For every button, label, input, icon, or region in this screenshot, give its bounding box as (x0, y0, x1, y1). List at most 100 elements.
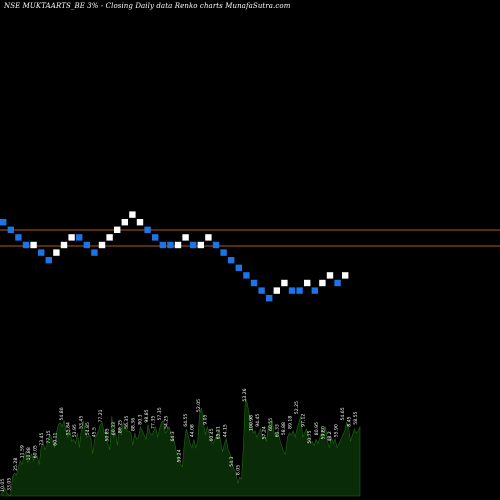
volume-data-label: 8.05 (235, 465, 241, 475)
renko-brick-up (98, 241, 106, 249)
volume-data-label: 77.21 (98, 409, 104, 422)
volume-data-label: 44.08 (190, 424, 196, 437)
volume-data-label: 60.05 (33, 445, 39, 458)
renko-brick-down (288, 287, 296, 294)
volume-data-label: 61.33 (275, 424, 281, 437)
volume-data-label: 52.05 (196, 399, 202, 412)
volume-data-label: 50.85 (105, 428, 111, 441)
renko-brick-up (114, 226, 121, 233)
volume-data-label: 80.95 (314, 422, 320, 435)
volume-data-label: 77.15 (46, 430, 52, 443)
volume-fill (0, 397, 361, 497)
renko-brick-down (167, 241, 174, 249)
renko-brick-down (38, 249, 45, 256)
renko-brick-down (258, 287, 265, 294)
renko-brick-down (22, 241, 30, 249)
volume-data-label: 64.55 (183, 414, 189, 427)
volume-data-label: 57.35 (157, 407, 163, 420)
renko-brick-up (304, 279, 311, 287)
volume-data-label: 100.98 (248, 415, 254, 431)
renko-brick-down (311, 287, 318, 294)
volume-data-label: 64.3 (170, 431, 176, 441)
volume-data-label: 44.15 (222, 424, 228, 437)
renko-brick-up (281, 279, 288, 287)
renko-bricks (0, 211, 349, 302)
volume-data-label: 54.65 (340, 407, 346, 420)
renko-brick-up (197, 241, 204, 249)
volume-data-label: 54.85 (85, 422, 91, 435)
volume-data-label: 60.33 (111, 422, 117, 435)
volume-data-label: 89.18 (288, 416, 294, 429)
renko-brick-up (273, 287, 280, 294)
renko-brick-down (15, 234, 22, 241)
volume-data-label: 53.95 (72, 424, 78, 437)
volume-data-label: 57.24 (262, 426, 268, 439)
renko-brick-up (53, 249, 60, 256)
volume-area (0, 397, 361, 497)
renko-brick-down (235, 264, 242, 271)
renko-brick-down (220, 249, 227, 256)
renko-brick-up (342, 272, 349, 279)
reference-lines (0, 229, 500, 247)
chart-title: NSE MUKTAARTS_BE 3% - Closing Daily data… (4, 2, 291, 10)
volume-data-label: 80.25 (118, 420, 124, 433)
volume-data-label: 8.45 (347, 416, 353, 426)
renko-brick-up (30, 241, 37, 249)
renko-brick-up (174, 241, 182, 249)
renko-brick-down (190, 241, 197, 249)
volume-data-label: 94.45 (255, 414, 261, 427)
volume-data-label: 10.05 (0, 479, 6, 492)
renko-brick-up (121, 219, 128, 226)
volume-data-label: 10.88 (26, 447, 32, 460)
renko-brick-up (326, 272, 334, 279)
volume-data-label: 80.3 (137, 414, 143, 424)
renko-brick-down (212, 241, 220, 249)
volume-data-label: 54.3 (229, 456, 235, 466)
volume-data-label: 55.84 (65, 422, 71, 435)
renko-brick-up (129, 211, 136, 218)
volume-data-label: 77.35 (150, 416, 156, 429)
volume-data-label: 45.5 (92, 427, 98, 437)
volume-data-label: 54.25 (163, 416, 169, 429)
volume-data-label: 73.45 (39, 432, 45, 445)
renko-brick-down (250, 279, 258, 287)
renko-brick-down (7, 226, 14, 233)
volume-data-label: 11.59 (20, 445, 26, 458)
renko-brick-up (136, 219, 144, 226)
volume-data-label: 65.21 (216, 426, 222, 439)
volume-data-label: 58.88 (281, 422, 287, 435)
renko-brick-down (228, 257, 235, 264)
volume-data-label: 53.26 (242, 388, 248, 401)
renko-brick-up (182, 234, 189, 241)
renko-brick-down (91, 249, 98, 256)
renko-brick-down (243, 272, 250, 279)
renko-brick-down (296, 287, 303, 294)
renko-brick-down (83, 241, 90, 249)
volume-data-label: 97.12 (301, 414, 307, 427)
renko-brick-down (159, 241, 166, 249)
volume-data-label: 56.35 (124, 416, 130, 429)
renko-brick-up (106, 234, 113, 241)
renko-brick-down (334, 279, 341, 287)
volume-data-label: 25.28 (13, 458, 19, 471)
volume-data-label: 50.75 (307, 430, 313, 443)
renko-brick-up (68, 234, 75, 241)
renko-brick-down (0, 219, 7, 226)
renko-brick-up (319, 279, 326, 287)
volume-data-label: 88.36 (131, 418, 137, 431)
volume-data-label: 54.86 (59, 407, 65, 420)
volume-data-label: 55.90 (333, 424, 339, 437)
volume-data-label: 59.24 (177, 449, 183, 462)
renko-brick-up (60, 241, 68, 249)
volume-data-label: 60.11 (52, 432, 58, 445)
volume-data-label: 53.45 (78, 416, 84, 429)
renko-brick-down (152, 234, 159, 241)
volume-data-label: 33.05 (7, 478, 13, 491)
volume-data-label: 58.55 (353, 411, 359, 424)
volume-data-label: 52.25 (294, 401, 300, 414)
renko-brick-up (205, 234, 212, 241)
volume-data-label: 48.2 (327, 431, 333, 441)
renko-brick-down (76, 234, 83, 241)
